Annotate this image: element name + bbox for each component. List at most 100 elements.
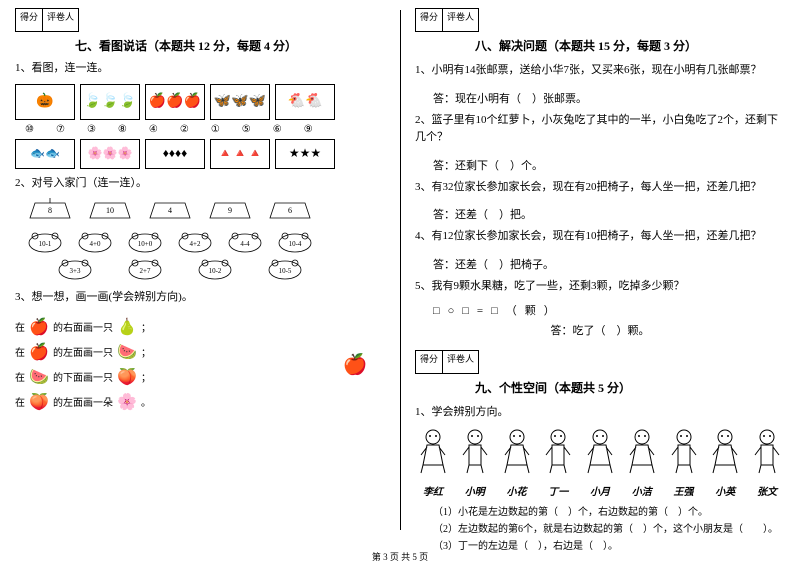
children-row xyxy=(415,427,785,477)
child-name: 小洁 xyxy=(624,483,660,498)
child-name: 小英 xyxy=(707,483,743,498)
text: 在 xyxy=(15,344,25,359)
children-names: 李红 小明 小花 丁一 小月 小洁 王强 小英 张文 xyxy=(415,483,785,498)
num: ⑨ xyxy=(304,124,313,135)
a8-2: 答：还剩下（ ）个。 xyxy=(433,157,785,173)
svg-text:8: 8 xyxy=(48,206,52,215)
fruit-icon: 🍐 xyxy=(116,316,138,338)
a8-4: 答：还差（ ）把椅子。 xyxy=(433,256,785,272)
num: ③ xyxy=(87,124,96,135)
img-box: 🎃 xyxy=(15,84,75,120)
draw-row-4: 在 🍑 的左面画一朵 🌸 。 xyxy=(15,391,325,413)
img-box: 🌸🌸🌸 xyxy=(80,139,140,169)
num: ⑧ xyxy=(118,124,127,135)
child-name: 张文 xyxy=(749,483,785,498)
q7-3: 3、想一想，画一画(学会辨别方向)。 xyxy=(15,289,385,307)
child-name: 李红 xyxy=(415,483,451,498)
reviewer-cell: 评卷人 xyxy=(43,8,79,32)
text: 在 xyxy=(15,369,25,384)
top-image-row: 🎃 🍃🍃🍃 🍎🍎🍎 🦋🦋🦋 🐔🐔 xyxy=(15,84,385,120)
img-box: 🐔🐔 xyxy=(275,84,335,120)
score-cell: 得分 xyxy=(415,8,443,32)
text: ； xyxy=(141,344,151,359)
reviewer-cell: 评卷人 xyxy=(443,8,479,32)
svg-text:4+0: 4+0 xyxy=(90,240,101,248)
num: ④ xyxy=(149,124,158,135)
fruit-icon: 🌸 xyxy=(116,391,138,413)
img-box: 🔺🔺🔺 xyxy=(210,139,270,169)
score-cell: 得分 xyxy=(15,8,43,32)
reviewer-cell: 评卷人 xyxy=(443,350,479,374)
q7-2: 2、对号入家门（连一连）。 xyxy=(15,175,385,193)
text: 的左面画一朵 xyxy=(53,394,113,409)
a8-3: 答：还差（ ）把。 xyxy=(433,206,785,222)
svg-text:10-4: 10-4 xyxy=(289,240,302,248)
num: ① xyxy=(211,124,220,135)
child-name: 小花 xyxy=(499,483,535,498)
section-7-title: 七、看图说话（本题共 12 分，每题 4 分） xyxy=(75,37,385,54)
fruit-icon: 🍎 xyxy=(28,341,50,363)
text: ； xyxy=(141,369,151,384)
child-name: 王强 xyxy=(666,483,702,498)
child-icon xyxy=(415,427,451,477)
child-icon xyxy=(499,427,535,477)
child-name: 丁一 xyxy=(540,483,576,498)
svg-text:10: 10 xyxy=(106,206,114,215)
bottom-image-row: 🐟🐟 🌸🌸🌸 ♦♦♦♦ 🔺🔺🔺 ★★★ xyxy=(15,139,385,169)
svg-text:4: 4 xyxy=(168,206,172,215)
child-name: 小月 xyxy=(582,483,618,498)
text: 在 xyxy=(15,394,25,409)
text: 。 xyxy=(141,394,151,409)
img-box: 🍃🍃🍃 xyxy=(80,84,140,120)
number-row: ⑩ ⑦ ③ ⑧ ④ ② ① ⑤ ⑥ ⑨ xyxy=(25,124,385,135)
svg-text:2+7: 2+7 xyxy=(140,267,151,275)
child-name: 小明 xyxy=(457,483,493,498)
q8-4: 4、有12位家长参加家长会，现在有10把椅子，每人坐一把，还差几把？ xyxy=(415,228,785,246)
q8-2: 2、篮子里有10个红萝卜，小灰兔吃了其中的一半，小白兔吃了2个，还剩下几个？ xyxy=(415,112,785,147)
score-cell: 得分 xyxy=(415,350,443,374)
img-box: ★★★ xyxy=(275,139,335,169)
draw-row-3: 在 🍉 的下面画一只 🍑 ； xyxy=(15,366,325,388)
img-box: ♦♦♦♦ xyxy=(145,139,205,169)
sub-q-2: （2）左边数起的第6个，就是右边数起的第（ ）个，这个小朋友是（ ）。 xyxy=(433,521,785,538)
score-box-8: 得分 评卷人 xyxy=(415,8,785,32)
q8-1: 1、小明有14张邮票，送给小华7张，又买来6张，现在小明有几张邮票？ xyxy=(415,62,785,80)
child-icon xyxy=(624,427,660,477)
child-icon xyxy=(707,427,743,477)
fruit-icon: 🍑 xyxy=(28,391,50,413)
section-9-title: 九、个性空间（本题共 5 分） xyxy=(475,379,785,396)
svg-text:4-4: 4-4 xyxy=(240,240,250,248)
img-box: 🐟🐟 xyxy=(15,139,75,169)
left-column: 得分 评卷人 七、看图说话（本题共 12 分，每题 4 分） 1、看图，连一连。… xyxy=(0,0,400,540)
fruit-icon: 🍎 xyxy=(28,316,50,338)
svg-text:10-5: 10-5 xyxy=(279,267,292,275)
num: ⑤ xyxy=(242,124,251,135)
match-diagram: 8 10 4 9 6 10-1 4+0 xyxy=(15,198,385,283)
q8-5: 5、我有9颗水果糖，吃了一些，还剩3颗，吃掉多少颗？ xyxy=(415,278,785,296)
text: 的左面画一只 xyxy=(53,344,113,359)
formula: □○□=□（颗） xyxy=(433,302,785,318)
right-column: 得分 评卷人 八、解决问题（本题共 15 分，每题 3 分） 1、小明有14张邮… xyxy=(400,0,800,540)
fruit-icon: 🍑 xyxy=(116,366,138,388)
score-box-9: 得分 评卷人 xyxy=(415,350,785,374)
child-icon xyxy=(540,427,576,477)
svg-text:6: 6 xyxy=(288,206,292,215)
num: ⑥ xyxy=(273,124,282,135)
child-icon xyxy=(457,427,493,477)
right-fruit-icon: 🍎 xyxy=(325,313,385,416)
sub-q-1: （1）小花是左边数起的第（ ）个，右边数起的第（ ）个。 xyxy=(433,504,785,521)
q7-1: 1、看图，连一连。 xyxy=(15,60,385,78)
text: ； xyxy=(141,319,151,334)
fruit-icon: 🍉 xyxy=(28,366,50,388)
draw-row-1: 在 🍎 的右面画一只 🍐 ； xyxy=(15,316,325,338)
a8-1: 答：现在小明有（ ）张邮票。 xyxy=(433,90,785,106)
draw-row-2: 在 🍎 的左面画一只 🍉 ； xyxy=(15,341,325,363)
fruit-icon: 🍉 xyxy=(116,341,138,363)
q9-1: 1、学会辨别方向。 xyxy=(415,404,785,422)
img-box: 🦋🦋🦋 xyxy=(210,84,270,120)
img-box: 🍎🍎🍎 xyxy=(145,84,205,120)
text: 在 xyxy=(15,319,25,334)
child-icon xyxy=(666,427,702,477)
svg-text:3+3: 3+3 xyxy=(70,267,81,275)
section-8-title: 八、解决问题（本题共 15 分，每题 3 分） xyxy=(475,37,785,54)
